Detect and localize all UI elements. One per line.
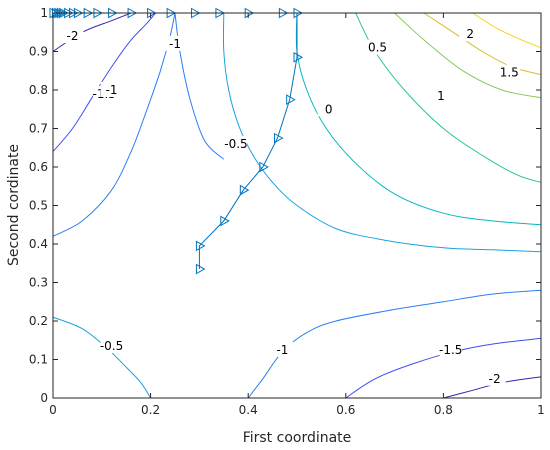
contour-label-bg-5 [317, 101, 340, 117]
contour-labels: -2-1.5-1-1-0.500.511.52-0.5-1-1.5-2 [61, 26, 521, 386]
contour-label-9: 2 [466, 27, 474, 41]
trajectory-marker-26 [49, 7, 60, 19]
y-tick-label-9: 0.9 [29, 45, 48, 59]
x-axis-ticks: 0 0.2 0.4 0.6 0.8 1 [49, 13, 545, 417]
contour-label-7: 1 [437, 89, 445, 103]
y-tick-label-5: 0.5 [29, 199, 48, 213]
contour-label-bg-9 [459, 26, 482, 42]
x-tick-label-0: 0 [49, 403, 57, 417]
contour-line-7 [394, 12, 542, 99]
contour-label-8: 1.5 [500, 66, 519, 80]
y-tick-label-10: 1 [40, 6, 48, 20]
y-axis-label: Second cordinate [6, 144, 22, 266]
trajectory-marker-5 [273, 132, 284, 144]
contour-line-4 [222, 12, 542, 253]
contour-label-3: -1 [106, 83, 118, 97]
contour-line-8 [423, 12, 542, 76]
contour-line-5 [295, 12, 542, 226]
y-tick-label-3: 0.3 [29, 276, 48, 290]
y-tick-label-1: 0.1 [29, 353, 48, 367]
contour-line-13 [443, 376, 542, 399]
x-tick-label-3: 0.6 [336, 403, 355, 417]
trajectory-marker-25 [51, 7, 62, 19]
trajectory-marker-2 [220, 215, 230, 227]
contour-label-bg-8 [498, 64, 521, 80]
contour-label-bg-2 [164, 35, 186, 51]
x-tick-label-1: 0.2 [141, 403, 160, 417]
contour-label-bg-12 [439, 341, 462, 357]
y-tick-label-4: 0.4 [29, 237, 48, 251]
contour-line-9 [472, 12, 542, 49]
y-tick-label-6: 0.6 [29, 160, 48, 174]
contour-label-5: 0 [325, 102, 333, 116]
y-tick-label-8: 0.8 [29, 83, 48, 97]
trajectory-marker-7 [293, 51, 304, 63]
trajectory-marker-4 [259, 161, 269, 173]
contour-line-10 [52, 316, 152, 399]
contour-label-4: -0.5 [224, 137, 247, 151]
contour-label-bg-11 [271, 341, 294, 357]
trajectory-marker-1 [195, 240, 206, 252]
contour-label-13: -2 [489, 372, 501, 386]
contour-label-bg-10 [100, 338, 123, 354]
contour-label-bg-6 [366, 39, 389, 55]
y-axis-ticks: 0 0.1 0.2 0.3 0.4 0.5 0.6 0.7 0.8 0.9 1 [29, 6, 541, 405]
contour-label-bg-3 [100, 82, 123, 97]
contour-label-0: -2 [67, 29, 79, 43]
y-tick-label-7: 0.7 [29, 122, 48, 136]
contour-label-6: 0.5 [368, 41, 387, 55]
contour-label-12: -1.5 [439, 343, 462, 357]
contour-label-bg-7 [429, 87, 452, 103]
x-axis-label: First coordinate [243, 430, 352, 446]
trajectory-marker-0 [195, 263, 206, 275]
contour-line-12 [345, 337, 542, 399]
contour-label-2: -1 [169, 37, 181, 51]
contour-line-1 [52, 12, 156, 152]
x-tick-label-4: 0.8 [434, 403, 453, 417]
contour-label-11: -1 [276, 343, 288, 357]
y-tick-label-0: 0 [40, 391, 48, 405]
x-tick-label-5: 1 [537, 403, 545, 417]
contour-label-10: -0.5 [100, 339, 123, 353]
contour-label-bg-0 [61, 28, 84, 44]
contour-line-11 [247, 289, 542, 399]
trajectory-marker-3 [239, 184, 250, 196]
contour-lines [52, 12, 542, 399]
contour-label-bg-13 [483, 370, 506, 386]
y-tick-label-2: 0.2 [29, 314, 48, 328]
contour-label-bg-4 [225, 135, 247, 151]
x-tick-label-2: 0.4 [239, 403, 258, 417]
trajectory-marker-6 [286, 94, 296, 105]
